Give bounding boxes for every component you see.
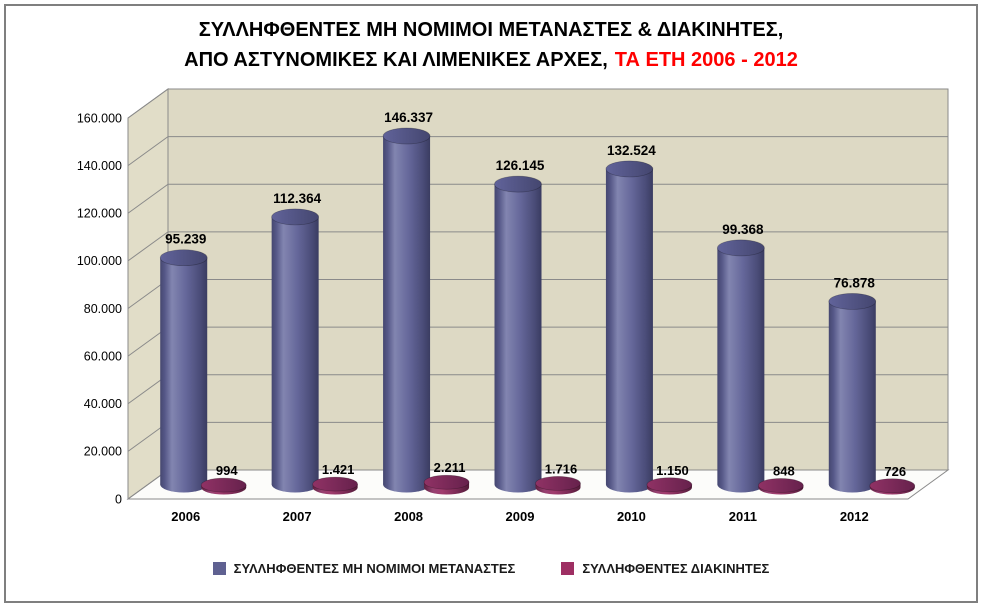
gridline-tick: [127, 88, 169, 119]
chart-title: ΣΥΛΛΗΦΘΕΝΤΕΣ ΜΗ ΝΟΜΙΜΟΙ ΜΕΤΑΝΑΣΤΕΣ & ΔΙΑ…: [0, 15, 982, 75]
bar-value-label: 146.337: [384, 110, 433, 125]
legend-swatch-traffickers-icon: [561, 562, 575, 575]
cylinder-body: [271, 216, 319, 485]
bar-value-label: 76.878: [834, 275, 876, 290]
title-line-1: ΣΥΛΛΗΦΘΕΝΤΕΣ ΜΗ ΝΟΜΙΜΟΙ ΜΕΤΑΝΑΣΤΕΣ & ΔΙΑ…: [198, 19, 784, 41]
category-group-2008: 146.337 2.211 2008: [382, 110, 470, 524]
cylinder-top: [382, 127, 431, 145]
category-group-2009: 126.145 1.716 2009: [494, 158, 581, 524]
category-group-2012: 76.878 726 2012: [828, 275, 916, 524]
cylinder-top: [605, 160, 654, 178]
cylinder-body: [160, 257, 208, 485]
y-axis-label: 100.000: [77, 254, 122, 268]
y-axis-label: 20.000: [84, 445, 122, 459]
cylinder-body: [383, 136, 431, 485]
gridline-tick: [127, 183, 169, 214]
disc-value-label: 994: [216, 463, 238, 478]
legend-label-traffickers: ΣΥΛΛΗΦΘΕΝΤΕΣ ΔΙΑΚΙΝΗΤΕΣ: [582, 561, 770, 576]
legend-label-migrants: ΣΥΛΛΗΦΘΕΝΤΕΣ ΜΗ ΝΟΜΙΜΟΙ ΜΕΤΑΝΑΣΤΕΣ: [233, 561, 516, 576]
y-axis: 0 20.000 40.000 60.000 80.000 100.000 120.000 1…: [77, 88, 948, 506]
bar-value-label: 99.368: [722, 222, 764, 237]
cylinder-top: [869, 478, 916, 494]
gridline-tick: [127, 231, 169, 262]
x-axis-label: 2012: [840, 509, 869, 524]
category-group-2007: 112.364 1.421 2007: [271, 191, 358, 524]
title-line-2: ΑΠΟ ΑΣΤΥΝΟΜΙΚΕΣ ΚΑΙ ΛΙΜΕΝΙΚΕΣ ΑΡΧΕΣ, ΤΑ Ε…: [0, 45, 982, 75]
cylinder-body: [605, 168, 653, 485]
cylinder-body: [717, 247, 765, 485]
y-axis-label: 120.000: [77, 207, 122, 221]
disc-value-label: 848: [773, 463, 795, 478]
bar-value-label: 112.364: [273, 191, 322, 206]
cylinder-top: [271, 208, 319, 226]
x-axis-label: 2006: [171, 509, 200, 524]
category-group-2010: 132.524 1.150 2010: [605, 143, 693, 524]
y-axis-label: 80.000: [84, 302, 122, 316]
cylinder-top: [159, 249, 208, 267]
disc-value-label: 2.211: [434, 460, 466, 475]
y-axis-label: 0: [115, 492, 122, 506]
legend-swatch-migrants-icon: [212, 562, 226, 575]
cylinder-body: [828, 301, 876, 485]
title-line-2-red: ΤΑ ΕΤΗ 2006 - 2012: [614, 49, 798, 71]
disc-value-label: 1.421: [322, 462, 355, 477]
gridline-tick: [127, 136, 169, 167]
y-axis-label: 40.000: [84, 397, 122, 411]
legend-item-migrants: ΣΥΛΛΗΦΘΕΝΤΕΣ ΜΗ ΝΟΜΙΜΟΙ ΜΕΤΑΝΑΣΤΕΣ: [212, 561, 516, 576]
title-line-2-black: ΑΠΟ ΑΣΤΥΝΟΜΙΚΕΣ ΚΑΙ ΛΙΜΕΝΙΚΕΣ ΑΡΧΕΣ,: [184, 49, 608, 71]
category-group-2011: 99.368 848 2011: [717, 222, 804, 524]
legend: ΣΥΛΛΗΦΘΕΝΤΕΣ ΜΗ ΝΟΜΙΜΟΙ ΜΕΤΑΝΑΣΤΕΣ ΣΥΛΛΗ…: [0, 561, 982, 576]
cylinder-top: [535, 476, 581, 491]
disc-value-label: 1.716: [545, 461, 578, 476]
cylinder-top: [717, 239, 765, 257]
cylinder-body: [494, 184, 542, 485]
bar-value-label: 95.239: [165, 232, 206, 247]
x-axis-label: 2010: [617, 509, 646, 524]
x-axis-label: 2009: [506, 509, 535, 524]
bar-value-label: 126.145: [496, 158, 545, 173]
cylinder-top: [646, 477, 693, 493]
y-axis-label: 60.000: [84, 349, 122, 363]
cylinder-top: [200, 477, 247, 493]
y-axis-label: 140.000: [77, 159, 122, 173]
disc-value-label: 726: [884, 464, 906, 479]
category-group-2006: 95.239 994 2006: [159, 232, 247, 524]
cylinder-top: [423, 474, 470, 490]
disc-value-label: 1.150: [656, 463, 689, 478]
legend-item-traffickers: ΣΥΛΛΗΦΘΕΝΤΕΣ ΔΙΑΚΙΝΗΤΕΣ: [561, 561, 769, 576]
cylinder-top: [494, 175, 542, 193]
y-axis-label: 160.000: [77, 111, 122, 125]
cylinder-top: [312, 476, 358, 492]
x-axis-label: 2007: [283, 509, 312, 524]
cylinder-top: [758, 478, 804, 493]
bar-value-label: 132.524: [607, 143, 656, 158]
cylinder-top: [828, 293, 877, 310]
x-axis-label: 2008: [394, 509, 423, 524]
x-axis-label: 2011: [729, 509, 757, 524]
